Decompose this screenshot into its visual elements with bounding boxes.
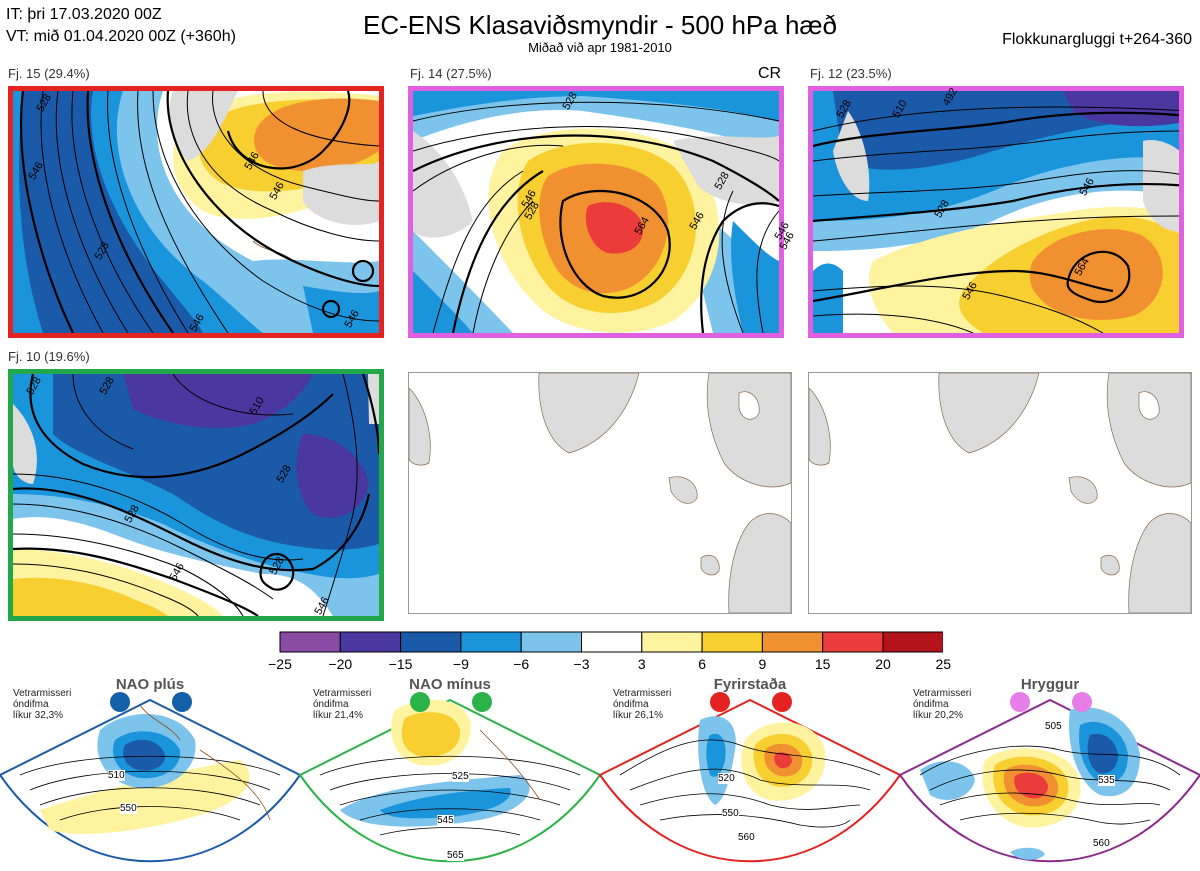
colorbar-cell	[701, 631, 763, 653]
colorbar-tick-label: 20	[875, 656, 891, 672]
regime-contour-label: 560	[738, 832, 755, 843]
regime-dot-icon	[1072, 692, 1092, 712]
regime-map-nao-plus	[0, 698, 302, 863]
colorbar-cell	[581, 631, 643, 653]
regime-note: Vetrarmisseri óndifma líkur 26,1%	[613, 688, 671, 721]
regime-contour-label: 550	[120, 803, 137, 814]
regime-note: Vetrarmisseri óndifma líkur 32,3%	[13, 688, 71, 721]
regime-map-blocking	[598, 698, 902, 863]
regime-map-nao-minus	[298, 698, 602, 863]
colorbar-tick-label: 6	[698, 656, 706, 672]
empty-map-5	[408, 372, 792, 614]
cluster-map-3	[808, 86, 1184, 338]
regime-contour-label: 525	[452, 771, 469, 782]
regime-dot-icon	[410, 692, 430, 712]
regime-note-line: Vetrarmisseri	[913, 688, 972, 699]
regime-contour-label: 565	[447, 850, 464, 861]
regime-dot-icon	[772, 692, 792, 712]
regime-name: Fyrirstaða	[713, 676, 787, 693]
panel-label-4: Fj. 10 (19.6%)	[8, 349, 90, 364]
regime-dot-icon	[472, 692, 492, 712]
forecast-info: IT: þri 17.03.2020 00Z VT: mið 01.04.202…	[6, 4, 236, 48]
colorbar-tick-label: 25	[935, 656, 952, 672]
regime-dot-icon	[172, 692, 192, 712]
colorbar-cell	[279, 631, 341, 653]
regime-contour-label: 560	[1093, 838, 1110, 849]
regime-contour-label: 550	[722, 808, 739, 819]
regime-dot-icon	[710, 692, 730, 712]
regime-note-line: óndifma	[613, 699, 649, 710]
empty-map-6-graphic	[809, 373, 1191, 613]
regime-map-ridge	[898, 698, 1200, 863]
regime-name: NAO plús	[115, 676, 185, 693]
control-run-tag: CR	[758, 65, 782, 82]
colorbar-tick-label: 15	[814, 656, 831, 672]
colorbar-tick-label: 9	[758, 656, 767, 672]
colorbar-tick-label: −6	[513, 656, 530, 672]
cluster-map-4	[8, 369, 384, 621]
colorbar-tick-label: −3	[573, 656, 590, 672]
colorbar-tick-label: −20	[328, 656, 353, 672]
regime-note: Vetrarmisseri óndifma líkur 21,4%	[313, 688, 371, 721]
colorbar	[279, 631, 943, 653]
colorbar-cell	[400, 631, 462, 653]
panel-label-2: Fj. 14 (27.5%)	[410, 66, 492, 81]
regime-note-line: Vetrarmisseri	[13, 688, 72, 699]
regime-note-line: líkur 32,3%	[13, 710, 64, 721]
regime-note-line: óndifma	[313, 699, 349, 710]
regime-name: Hryggur	[1020, 676, 1080, 693]
regime-maps	[0, 698, 1200, 863]
colorbar-tick-label: −25	[268, 656, 292, 672]
regime-contour-label: 520	[718, 773, 735, 784]
colorbar-cell	[339, 631, 402, 653]
cluster-map-2-graphic	[413, 91, 779, 333]
colorbar-tick-label: 3	[637, 656, 646, 672]
panel-label-3: Fj. 12 (23.5%)	[810, 66, 892, 81]
colorbar-cell	[641, 631, 703, 653]
page-title: EC-ENS Klasaviðsmyndir - 500 hPa hæð	[363, 10, 837, 40]
classification-window: Flokkunargluggi t+264-360	[1002, 31, 1192, 48]
regime-note-line: óndifma	[13, 699, 49, 710]
empty-map-6	[808, 372, 1192, 614]
regime-note-line: líkur 21,4%	[313, 710, 364, 721]
regime-dot-icon	[110, 692, 130, 712]
regime-note-line: líkur 26,1%	[613, 710, 664, 721]
colorbar-cell	[460, 631, 522, 653]
regime-contour-label: 545	[437, 815, 454, 826]
cluster-map-1	[8, 86, 384, 338]
regime-note-line: líkur 20,2%	[913, 710, 964, 721]
colorbar-cell	[520, 631, 582, 653]
cluster-map-3-graphic	[813, 91, 1179, 333]
cluster-map-1-graphic	[13, 91, 379, 333]
empty-map-5-graphic	[409, 373, 791, 613]
cluster-map-2	[408, 86, 784, 338]
regime-note: Vetrarmisseri óndifma líkur 20,2%	[913, 688, 971, 721]
colorbar-tick-label: −9	[452, 656, 469, 672]
regime-note-line: Vetrarmisseri	[313, 688, 372, 699]
colorbar-tick-label: −15	[388, 656, 413, 672]
regime-contour-label: 510	[108, 770, 125, 781]
cluster-map-4-graphic	[13, 374, 379, 616]
colorbar-cell	[882, 631, 943, 653]
init-time: IT: þri 17.03.2020 00Z	[6, 6, 162, 23]
regime-note-line: óndifma	[913, 699, 949, 710]
colorbar-cell	[761, 631, 824, 653]
regime-dot-icon	[1010, 692, 1030, 712]
panel-label-1: Fj. 15 (29.4%)	[8, 66, 90, 81]
regime-note-line: Vetrarmisseri	[613, 688, 672, 699]
colorbar-cell	[822, 631, 884, 653]
page-subtitle: Miðað við apr 1981-2010	[528, 40, 672, 55]
valid-time: VT: mið 01.04.2020 00Z (+360h)	[6, 28, 236, 45]
regime-name: NAO mínus	[409, 676, 491, 693]
regime-contour-label: 505	[1045, 721, 1062, 732]
regime-contour-label: 535	[1098, 775, 1115, 786]
